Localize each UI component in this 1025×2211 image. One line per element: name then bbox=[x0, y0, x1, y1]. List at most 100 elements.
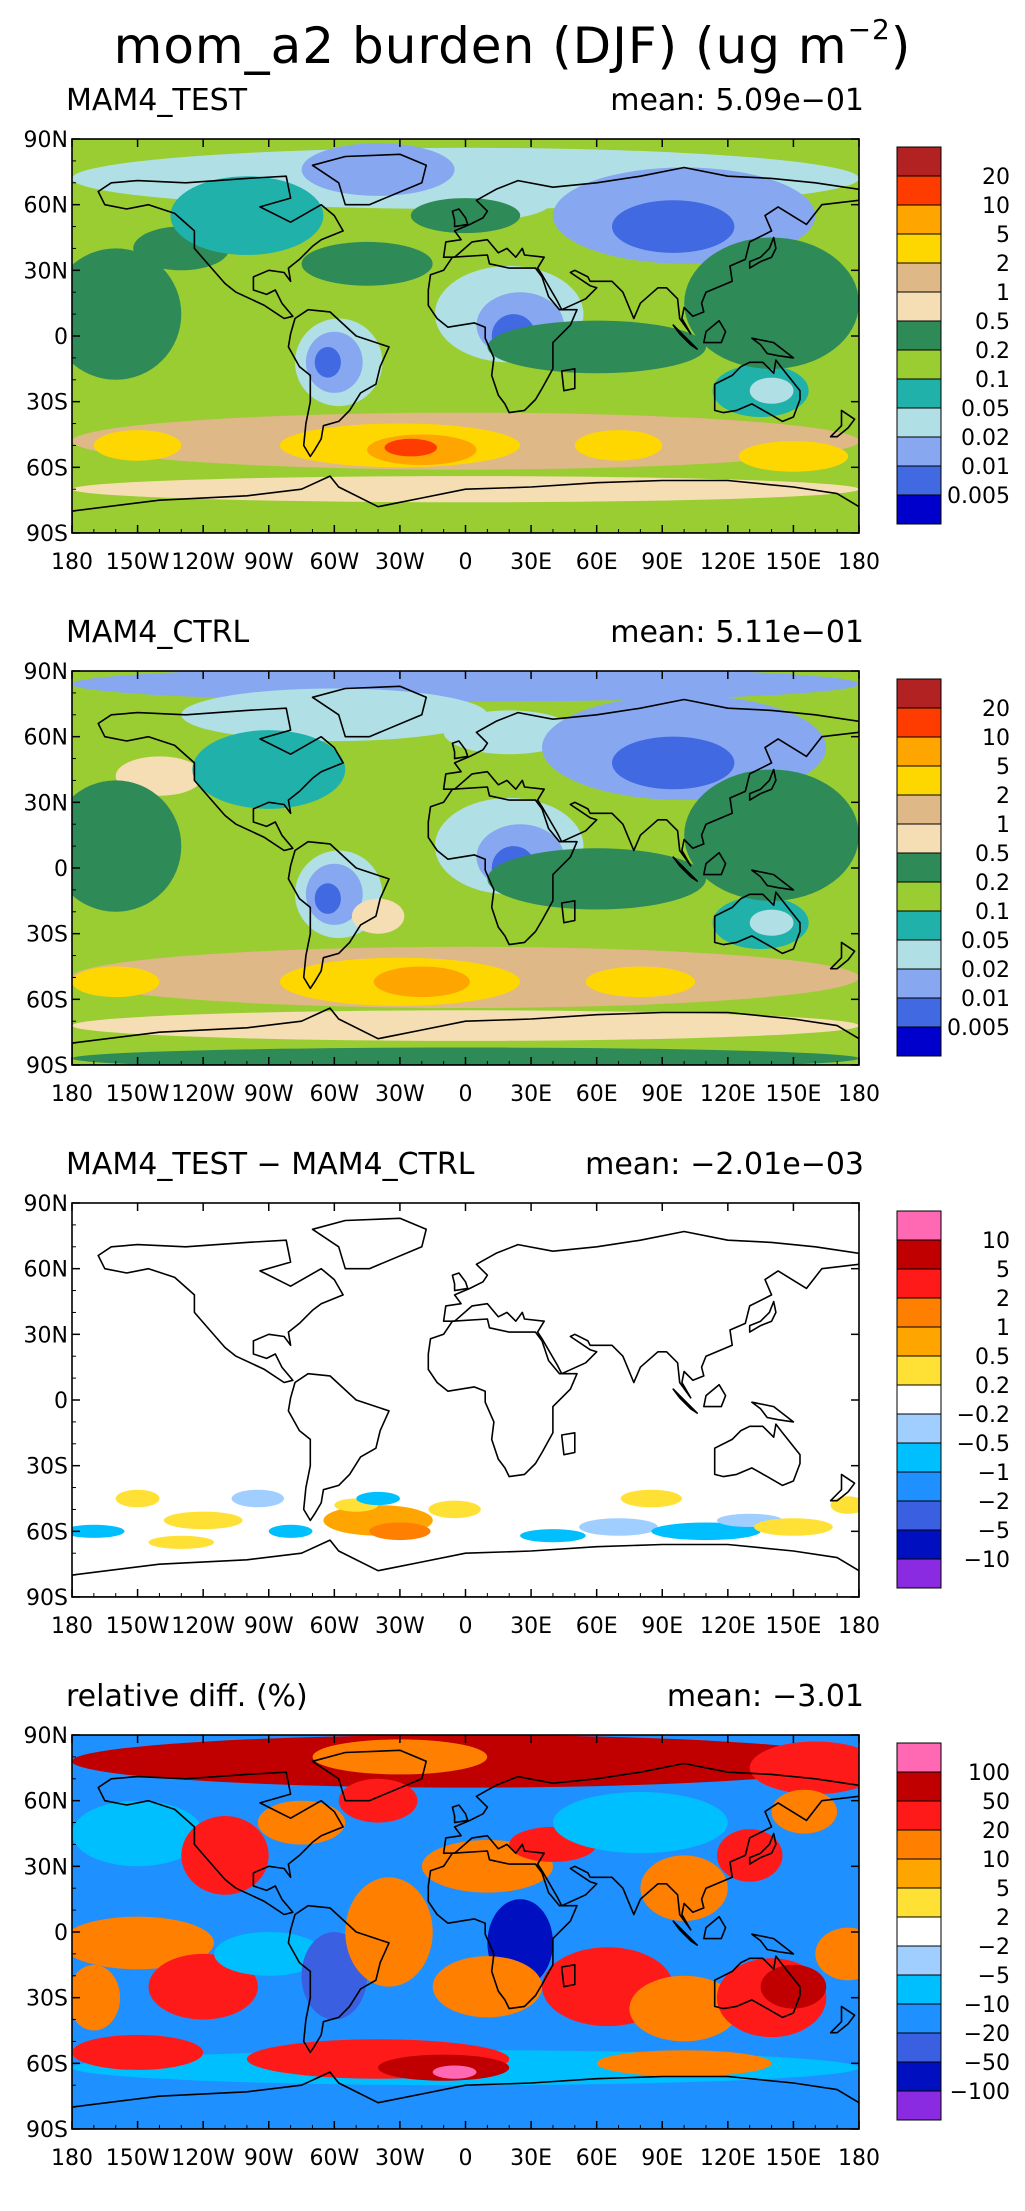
mean-label: mean: bbox=[610, 615, 706, 650]
coastline-borneo bbox=[702, 319, 727, 344]
map-panel-svg: 180 150W 120W 90W 60W 30W 0 30E 60E 90E 120E 150E 18… bbox=[24, 128, 1010, 575]
contour-blob bbox=[754, 1518, 833, 1536]
colorbar-swatch bbox=[896, 939, 942, 970]
contour-blob bbox=[612, 200, 735, 253]
colorbar-swatch bbox=[896, 1945, 942, 1976]
coastline-borneo bbox=[702, 851, 727, 876]
y-tick-label: 30S bbox=[26, 923, 68, 948]
x-tick-label: 150W bbox=[106, 2146, 170, 2171]
y-tick-label: 30N bbox=[24, 791, 68, 816]
colorbar-label: 0.5 bbox=[975, 842, 1010, 867]
colorbar-label: 20 bbox=[982, 1819, 1010, 1844]
contour-blob bbox=[596, 2050, 772, 2077]
panel-title: relative diff. (%) bbox=[66, 1679, 308, 1714]
colorbar-label: −10 bbox=[964, 1548, 1010, 1573]
colorbar-label: 2 bbox=[996, 252, 1010, 277]
coastline-new-guinea bbox=[751, 1401, 795, 1423]
colorbar-swatch bbox=[896, 1326, 942, 1357]
x-tick-label: 60W bbox=[309, 1614, 359, 1639]
colorbar: 20 10 5 2 1 0.5 0.2 0.1 0.05 0.02 0.01 0.005 bbox=[896, 146, 1010, 525]
colorbar-swatch bbox=[896, 707, 942, 738]
coastline-antarctica bbox=[72, 1539, 859, 1597]
panel-difference: MAM4_TEST − MAM4_CTRL mean: −2.01e−03 180… bbox=[0, 1147, 1025, 1679]
panel-mam4-test: MAM4_TEST mean: 5.09e−01 180 150W 120W 90W 60… bbox=[0, 83, 1025, 615]
coastline-new-guinea bbox=[751, 1933, 795, 1955]
colorbar-label: −2 bbox=[978, 1490, 1010, 1515]
coastline-madagascar bbox=[560, 367, 576, 392]
mean-value: −2.01e−03 bbox=[690, 1147, 864, 1182]
y-tick-label: 60S bbox=[26, 1520, 68, 1545]
coastline-borneo bbox=[702, 1915, 727, 1940]
coastline-north-america bbox=[97, 707, 344, 852]
y-tick-label: 30S bbox=[26, 1987, 68, 2012]
coastline-australia bbox=[713, 1423, 801, 1487]
mean-value: −3.01 bbox=[772, 1679, 864, 1714]
coastline-south-america bbox=[287, 308, 390, 458]
contour-blob bbox=[620, 1489, 682, 1508]
colorbar-label: −50 bbox=[964, 2051, 1010, 2076]
x-tick-label: 120E bbox=[700, 550, 756, 575]
coastline-new-guinea bbox=[751, 337, 795, 359]
y-tick-label: 90S bbox=[26, 1586, 68, 1611]
contour-blob bbox=[214, 1932, 324, 1976]
contour-blob bbox=[115, 1489, 160, 1508]
contour-blob bbox=[760, 1964, 827, 2009]
colorbar-swatch bbox=[896, 349, 942, 380]
y-tick-label: 60N bbox=[24, 726, 68, 751]
colorbar-label: −2 bbox=[978, 1935, 1010, 1960]
coastline-new-guinea bbox=[751, 869, 795, 891]
contour-blob bbox=[432, 1956, 543, 2018]
colorbar-label: 0.2 bbox=[975, 871, 1010, 896]
coastline-antarctica bbox=[72, 475, 859, 533]
x-tick-label: 90W bbox=[244, 1614, 294, 1639]
colorbar-swatch bbox=[896, 997, 942, 1028]
coastlines bbox=[72, 1749, 859, 2129]
x-tick-label: 150W bbox=[106, 1614, 170, 1639]
colorbar-swatch bbox=[896, 465, 942, 496]
colorbar-label: 0.1 bbox=[975, 900, 1010, 925]
x-tick-label: 90E bbox=[641, 550, 683, 575]
contour-field bbox=[72, 1735, 859, 2129]
colorbar-swatch bbox=[896, 1268, 942, 1299]
contour-blob bbox=[314, 883, 341, 914]
colorbar-swatch bbox=[896, 204, 942, 235]
panel-mean: mean: 5.09e−01 bbox=[610, 83, 864, 119]
contour-blob bbox=[830, 1496, 859, 1514]
contour-blob bbox=[443, 710, 575, 755]
colorbar-label: 0.01 bbox=[961, 987, 1010, 1012]
x-tick-label: 90E bbox=[641, 1082, 683, 1107]
coastline-sumatra bbox=[672, 856, 699, 882]
coastline-great-britain bbox=[451, 740, 469, 760]
colorbar-swatch bbox=[896, 1413, 942, 1444]
colorbar-swatch bbox=[896, 1384, 942, 1415]
colorbar-label: 2 bbox=[996, 1906, 1010, 1931]
colorbar-label: 20 bbox=[982, 165, 1010, 190]
x-tick-label: 150E bbox=[765, 1082, 821, 1107]
x-tick-label: 30W bbox=[375, 550, 425, 575]
x-tick-label: 60W bbox=[309, 550, 359, 575]
mean-value: 5.09e−01 bbox=[715, 83, 864, 118]
colorbar-label: −100 bbox=[950, 2080, 1010, 2105]
x-tick-label: 120E bbox=[700, 2146, 756, 2171]
contour-blob bbox=[738, 441, 849, 472]
colorbar-label: 1 bbox=[996, 813, 1010, 838]
x-tick-label: 180 bbox=[51, 1614, 93, 1639]
x-tick-label: 90W bbox=[244, 1082, 294, 1107]
coastline-australia bbox=[713, 891, 801, 955]
colorbar-swatch bbox=[896, 1558, 942, 1589]
x-tick-label: 120W bbox=[171, 1082, 235, 1107]
y-tick-label: 60N bbox=[24, 194, 68, 219]
colorbar-label: 5 bbox=[996, 755, 1010, 780]
colorbar-swatch bbox=[896, 1239, 942, 1270]
y-tick-label: 90S bbox=[26, 2118, 68, 2143]
y-tick-label: 60S bbox=[26, 988, 68, 1013]
x-tick-label: 120E bbox=[700, 1614, 756, 1639]
x-tick-label: 90W bbox=[244, 2146, 294, 2171]
y-tick-label: 30S bbox=[26, 391, 68, 416]
contour-blob bbox=[574, 430, 663, 461]
y-tick-label: 0 bbox=[54, 325, 68, 350]
coastline-australia bbox=[713, 359, 801, 423]
x-tick-label: 90E bbox=[641, 1614, 683, 1639]
colorbar-swatch bbox=[896, 233, 942, 264]
colorbar-label: −0.5 bbox=[957, 1432, 1010, 1457]
